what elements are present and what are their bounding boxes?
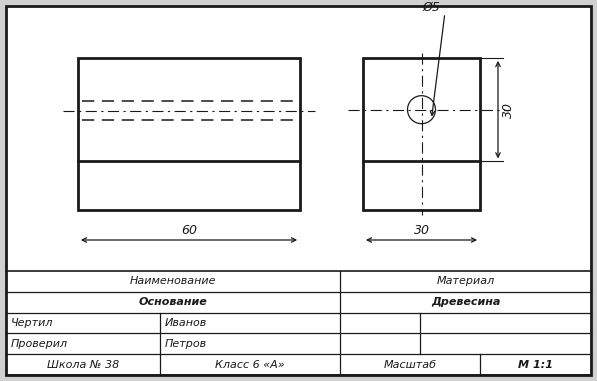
Bar (6, 6, 591, 271)
Text: Класс 6 «А»: Класс 6 «А» (215, 360, 285, 370)
Text: Школа № 38: Школа № 38 (47, 360, 119, 370)
Text: Чертил: Чертил (11, 318, 54, 328)
Text: Материал: Материал (436, 276, 495, 287)
Text: 60: 60 (181, 224, 197, 237)
Text: Наименование: Наименование (130, 276, 216, 287)
Text: Ø5: Ø5 (423, 0, 441, 13)
Bar (6, 271, 591, 375)
Text: 30: 30 (414, 224, 429, 237)
Text: 30: 30 (502, 102, 515, 118)
Text: Древесина: Древесина (431, 297, 500, 307)
Text: Петров: Петров (165, 339, 207, 349)
Text: М 1:1: М 1:1 (518, 360, 553, 370)
Text: Основание: Основание (139, 297, 207, 307)
Bar (363, 58, 480, 210)
Text: Проверил: Проверил (11, 339, 68, 349)
Text: Масштаб: Масштаб (383, 360, 436, 370)
Bar (78, 58, 300, 210)
Text: Иванов: Иванов (165, 318, 207, 328)
